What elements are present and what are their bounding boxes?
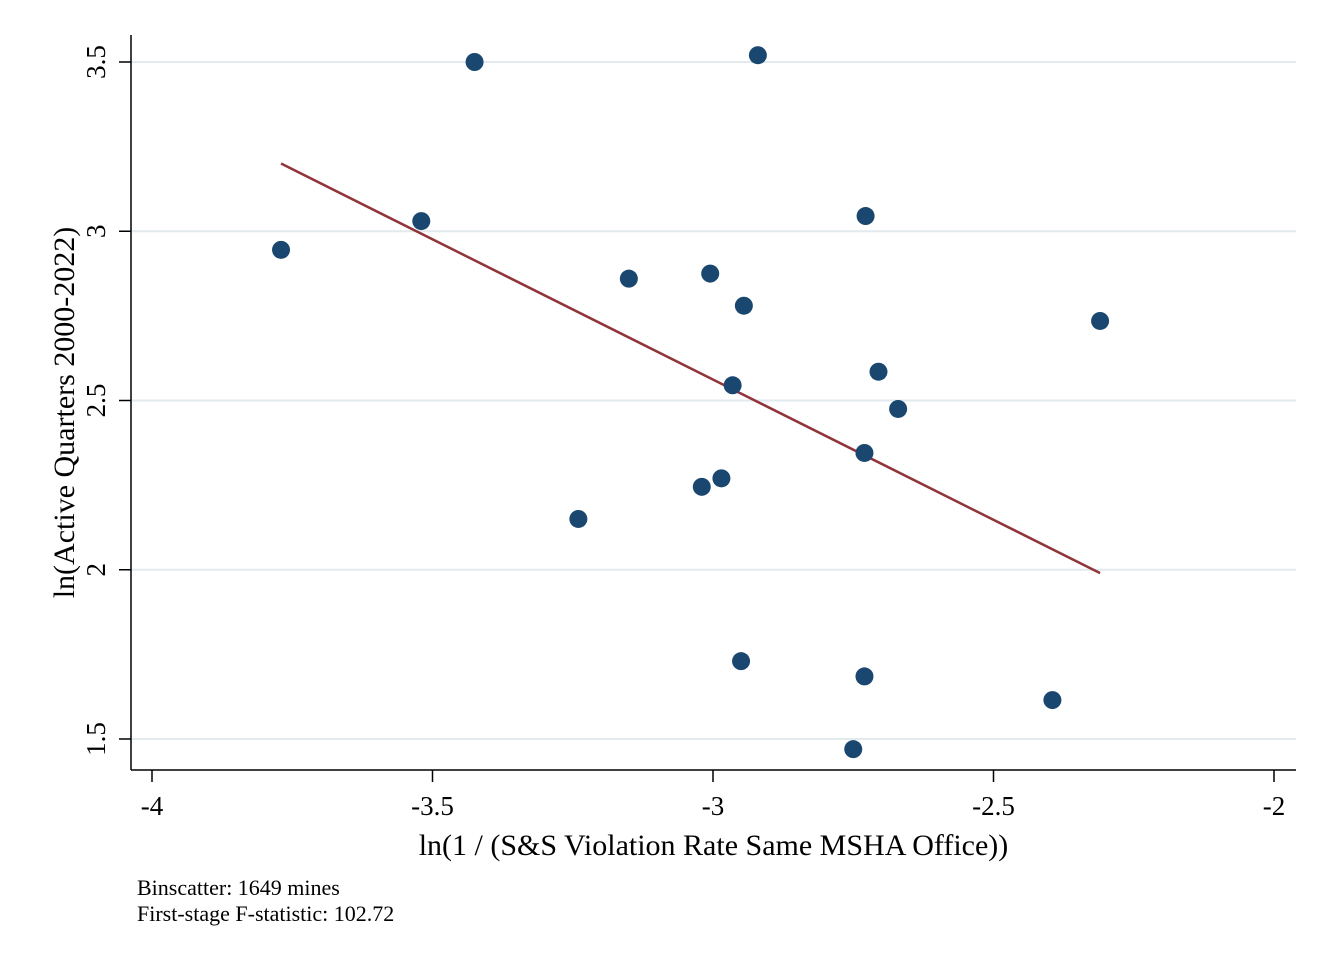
scatter-point xyxy=(712,469,731,488)
note-binscatter: Binscatter: 1649 mines xyxy=(137,875,340,900)
x-tick-label: -2 xyxy=(1263,791,1286,821)
scatter-point xyxy=(889,399,908,418)
scatter-point xyxy=(692,477,711,496)
scatter-point xyxy=(855,443,874,462)
scatter-point xyxy=(734,296,753,315)
scatter-point xyxy=(732,652,751,671)
scatter-point xyxy=(844,740,863,759)
y-tick-label: 2.5 xyxy=(81,384,111,418)
scatter-point xyxy=(701,264,720,283)
y-axis-title: ln(Active Quarters 2000-2022) xyxy=(48,227,81,599)
y-tick-label: 1.5 xyxy=(81,722,111,756)
x-axis-ticks: -4 -3.5 -3 -2.5 -2 xyxy=(141,770,1286,821)
scatter-point xyxy=(856,207,875,226)
y-tick-label: 3 xyxy=(81,225,111,239)
scatter-points xyxy=(272,46,1110,759)
y-axis-ticks: 1.5 2 2.5 3 3.5 xyxy=(81,45,131,756)
grid-lines xyxy=(131,61,1296,740)
x-axis-title: ln(1 / (S&S Violation Rate Same MSHA Off… xyxy=(419,829,1009,862)
x-tick-label: -3.5 xyxy=(411,791,454,821)
scatter-point xyxy=(723,376,742,395)
scatter-point xyxy=(748,46,767,65)
scatter-point xyxy=(465,53,484,71)
x-tick-label: -2.5 xyxy=(972,791,1015,821)
scatter-point xyxy=(412,212,431,231)
scatter-point xyxy=(869,362,888,381)
y-tick-label: 2 xyxy=(81,563,111,577)
scatter-point xyxy=(619,269,638,288)
scatter-point xyxy=(1091,311,1110,330)
y-tick-label: 3.5 xyxy=(81,45,111,79)
scatter-point xyxy=(855,667,874,686)
fit-line xyxy=(280,162,1101,575)
scatter-point xyxy=(272,240,291,259)
scatter-point xyxy=(1043,691,1062,710)
x-tick-label: -4 xyxy=(141,791,164,821)
x-tick-label: -3 xyxy=(702,791,725,821)
note-f-statistic: First-stage F-statistic: 102.72 xyxy=(137,901,394,926)
scatter-point xyxy=(569,509,588,528)
